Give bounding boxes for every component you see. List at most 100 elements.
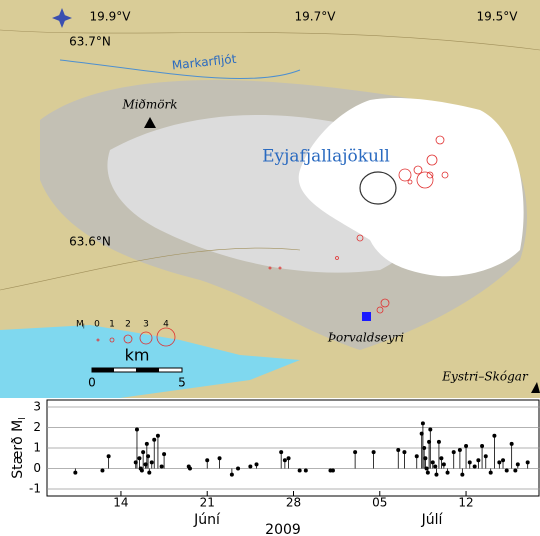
event-dot xyxy=(464,443,469,448)
event-dot xyxy=(353,450,358,455)
event-dot xyxy=(504,468,509,473)
y-label-subscript: l xyxy=(18,417,28,420)
event-dot xyxy=(146,454,151,459)
event-dot xyxy=(159,464,164,469)
event-dot xyxy=(141,450,146,455)
event-dot xyxy=(217,456,222,461)
y-tick-label: 3 xyxy=(33,400,41,414)
scale-label: 0 xyxy=(88,376,96,390)
event-dot xyxy=(139,468,144,473)
event-dot xyxy=(483,454,488,459)
event-dot xyxy=(144,441,149,446)
event-dot xyxy=(476,458,481,463)
event-dot xyxy=(439,456,444,461)
event-dot xyxy=(279,450,284,455)
event-dot xyxy=(229,472,234,477)
event-dot xyxy=(149,460,154,465)
event-dot xyxy=(423,456,428,461)
latitude-label: 63.6°N xyxy=(69,235,111,249)
event-dot xyxy=(420,421,425,426)
event-dot xyxy=(513,468,518,473)
event-dot xyxy=(396,448,401,453)
event-dot xyxy=(492,433,497,438)
x-tick-label: 14 xyxy=(113,496,128,510)
river-label: Markarfljót xyxy=(171,52,237,73)
event-dot xyxy=(433,464,438,469)
event-dot xyxy=(414,454,419,459)
y-tick-label: 0 xyxy=(33,461,41,475)
y-tick-label: 1 xyxy=(33,441,41,455)
event-dot xyxy=(254,462,259,467)
legend-magnitude: 4 xyxy=(163,320,169,330)
event-dot xyxy=(134,427,139,432)
month-label: Júlí xyxy=(421,512,444,528)
legend-magnitude: 1 xyxy=(109,320,115,330)
event-dot xyxy=(100,468,105,473)
event-dot xyxy=(248,464,253,469)
event-dot xyxy=(525,460,530,465)
x-tick-label: 21 xyxy=(200,496,215,510)
x-tick-label: 12 xyxy=(458,496,473,510)
map-background xyxy=(0,0,540,398)
event-dot xyxy=(472,464,477,469)
event-dot xyxy=(501,458,506,463)
y-tick-label: 2 xyxy=(33,420,41,434)
event-dot xyxy=(236,466,241,471)
event-dot xyxy=(303,468,308,473)
glacier-label: Eyjafjallajökull xyxy=(262,147,390,167)
event-dot xyxy=(497,460,502,465)
event-dot xyxy=(441,462,446,467)
event-dot xyxy=(330,468,335,473)
event-dot xyxy=(430,460,435,465)
legend-magnitude: 2 xyxy=(125,320,131,330)
event-dot xyxy=(422,446,427,450)
x-tick-label: 05 xyxy=(372,496,387,510)
place-label: Þorvaldseyri xyxy=(327,331,404,345)
scale-unit: km xyxy=(125,346,150,365)
event-dot xyxy=(73,470,78,475)
event-dot xyxy=(428,427,433,432)
event-dot xyxy=(187,466,192,471)
legend-magnitude: 0 xyxy=(94,320,100,330)
event-dot xyxy=(457,448,462,453)
x-axis-label: 2009 xyxy=(265,522,301,536)
y-label-text: Stærð M xyxy=(10,420,26,479)
longitude-label: 19.5°V xyxy=(477,10,519,24)
event-dot xyxy=(467,460,472,465)
event-dot xyxy=(451,450,456,455)
event-dot xyxy=(152,437,157,442)
x-tick-label: 28 xyxy=(286,496,301,510)
event-dot xyxy=(460,472,465,477)
event-dot xyxy=(205,458,210,463)
event-dot xyxy=(297,468,302,473)
longitude-label: 19.9°V xyxy=(90,10,132,24)
latitude-label: 63.7°N xyxy=(69,35,111,49)
event-dot xyxy=(286,456,291,461)
event-dot xyxy=(509,441,514,446)
event-dot xyxy=(137,456,142,461)
event-dot xyxy=(402,450,407,455)
event-dot xyxy=(445,470,450,475)
event-dot xyxy=(515,462,520,467)
month-label: Júní xyxy=(193,512,221,528)
map-labels: 19.9°V 19.7°V 19.5°V 63.7°N 63.6°N Marka… xyxy=(69,10,529,390)
event-dot xyxy=(155,433,160,438)
event-dot xyxy=(488,470,493,475)
event-dot xyxy=(371,450,376,455)
longitude-label: 19.7°V xyxy=(295,10,337,24)
event-dot xyxy=(480,443,485,448)
event-dot xyxy=(162,452,167,457)
y-axis-label: Stærð Ml xyxy=(10,417,28,479)
event-dot xyxy=(282,458,287,463)
event-dot xyxy=(434,472,439,477)
event-dot xyxy=(436,439,441,444)
legend-subscript: l xyxy=(83,324,85,331)
place-label: Miðmörk xyxy=(122,98,178,112)
legend-title: M xyxy=(76,320,84,330)
event-dot xyxy=(106,454,111,459)
event-dot xyxy=(425,470,430,475)
scale-label: 5 xyxy=(178,376,186,390)
y-tick-label: -1 xyxy=(29,482,41,496)
